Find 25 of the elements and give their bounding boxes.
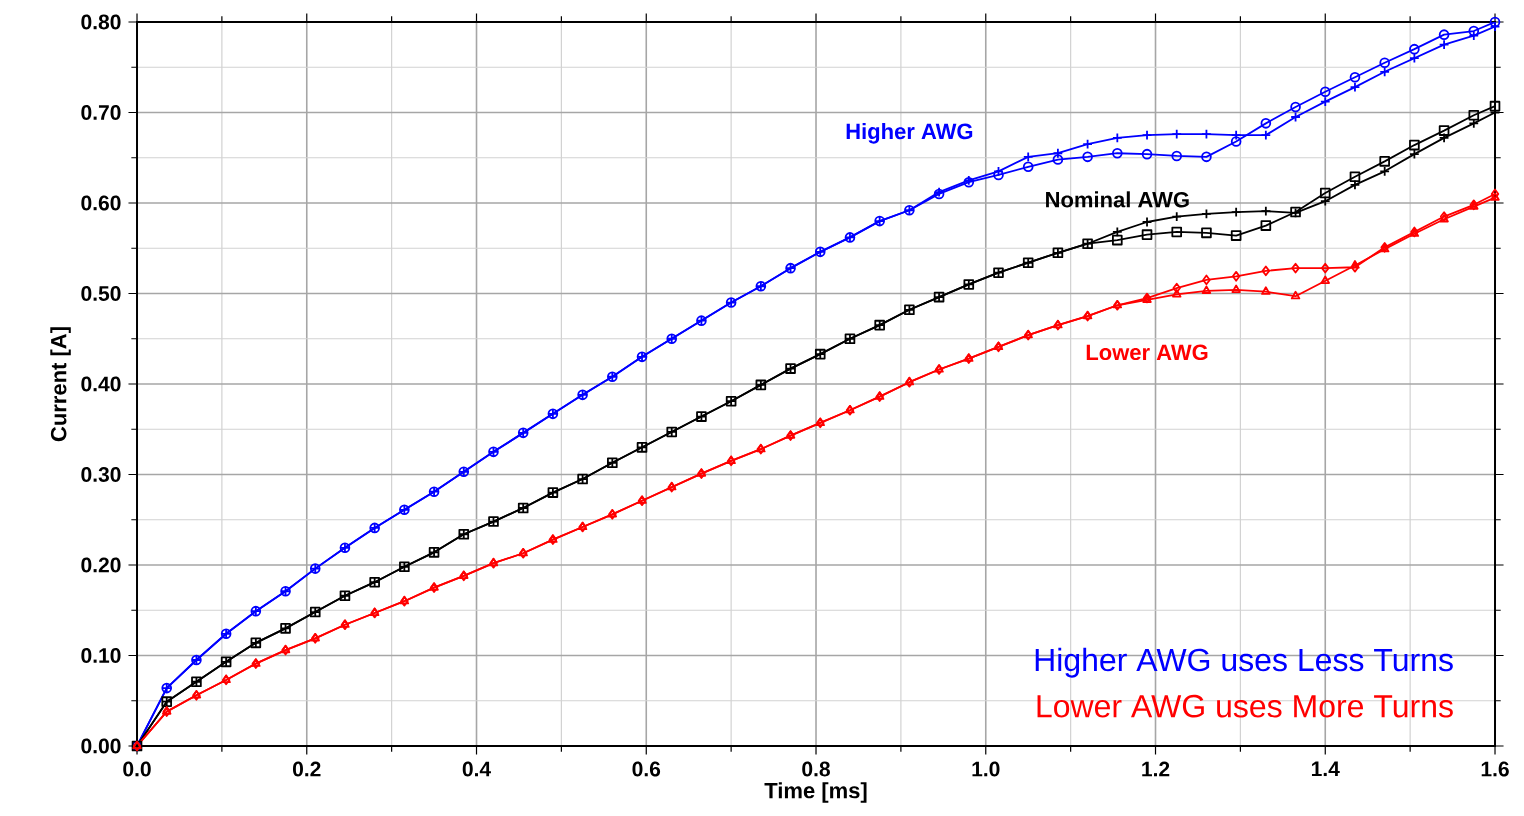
y-axis-title: Current [A]: [50, 327, 71, 442]
x-tick-label: 0.6: [632, 761, 661, 777]
y-tick-label: 0.40: [81, 376, 121, 392]
y-tick-label: 0.50: [81, 286, 121, 301]
y-tick-label: 0.00: [81, 738, 121, 754]
x-tick-label: 0.4: [462, 761, 491, 777]
x-tick-label: 1.6: [1481, 761, 1509, 777]
x-axis-title: Time [ms]: [764, 782, 867, 803]
y-tick-label: 0.30: [81, 467, 121, 482]
series-label: Nominal AWG: [1046, 191, 1189, 208]
x-tick-label: 1.0: [972, 761, 1000, 777]
annotation: Lower AWG uses More Turns: [1037, 694, 1453, 718]
x-tick-label: 0.8: [802, 761, 830, 777]
x-tick-label: 1.2: [1142, 761, 1170, 777]
y-tick-label: 0.80: [81, 14, 121, 30]
x-tick-label: 0.2: [292, 761, 321, 777]
y-tick-label: 0.70: [81, 105, 121, 120]
annotation: Higher AWG uses Less Turns: [1035, 647, 1453, 678]
y-tick-label: 0.60: [81, 195, 121, 211]
x-tick-label: 1.4: [1311, 761, 1340, 777]
y-tick-label: 0.20: [81, 557, 121, 573]
x-tick-label: 0.0: [123, 761, 151, 777]
series-label: Lower AWG: [1086, 344, 1208, 361]
y-tick-label: 0.10: [81, 648, 121, 663]
series-label: Higher AWG: [846, 123, 973, 144]
